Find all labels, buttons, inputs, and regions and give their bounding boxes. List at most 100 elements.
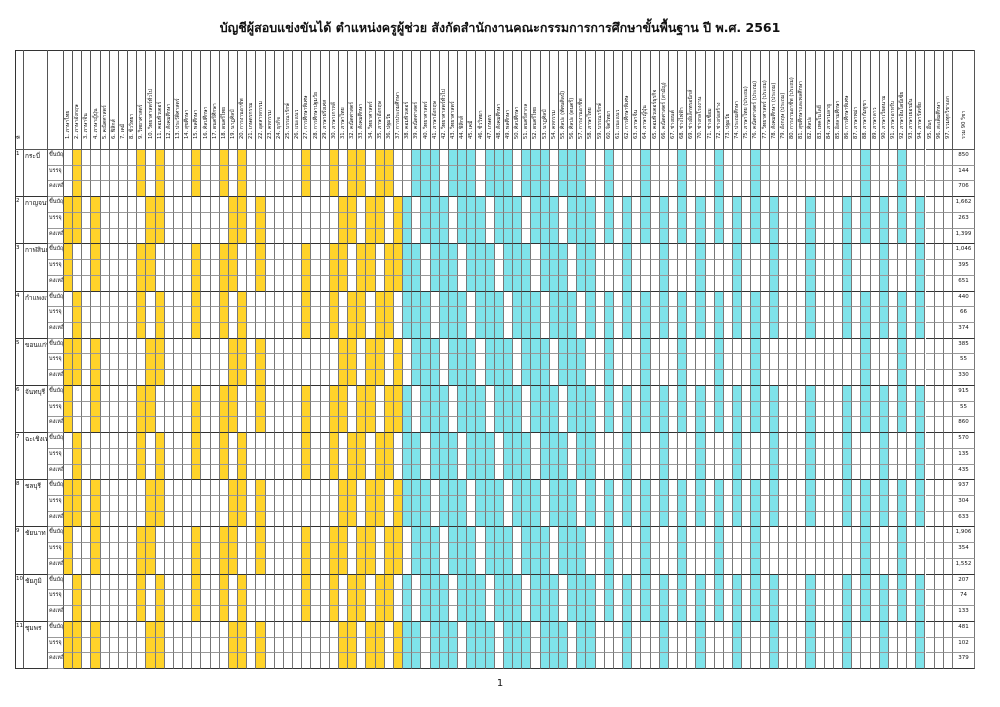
table-cell	[650, 228, 660, 245]
table-cell	[824, 558, 834, 575]
table-cell	[210, 228, 220, 245]
table-cell	[751, 338, 761, 355]
table-cell	[623, 244, 633, 261]
header-subject-text: 29. ภาษาฝรั่งเศส	[321, 99, 328, 139]
table-cell	[733, 307, 743, 323]
table-cell	[916, 464, 926, 481]
table-cell	[760, 228, 770, 245]
table-cell	[870, 165, 880, 182]
table-cell	[888, 150, 898, 166]
table-cell	[448, 181, 459, 198]
header-subject-text: 83. เทคโนโลยี	[816, 105, 823, 139]
table-cell	[439, 354, 449, 371]
table-cell	[329, 323, 339, 339]
table-cell	[238, 433, 248, 449]
table-cell	[898, 307, 908, 323]
table-cell	[320, 275, 330, 292]
table-cell	[91, 275, 101, 292]
table-cell	[861, 150, 871, 166]
table-cell	[549, 212, 559, 229]
table-cell	[439, 181, 449, 198]
table-cell	[109, 260, 119, 276]
table-cell	[778, 291, 789, 308]
table-cell	[173, 338, 184, 355]
table-cell	[778, 417, 789, 434]
row-label: คงเหลือ	[48, 181, 64, 198]
header-subject: 13. ประวัติศาสตร์	[173, 50, 184, 150]
table-cell	[540, 417, 550, 434]
table-cell	[733, 370, 743, 386]
table-cell	[137, 212, 147, 229]
header-subject-text: 6. ฟิสิกส์	[110, 119, 117, 139]
row-label: บรรจุ	[48, 637, 64, 654]
table-cell	[293, 401, 303, 418]
table-cell	[659, 401, 669, 418]
table-cell	[430, 150, 440, 166]
table-cell	[843, 606, 853, 622]
table-cell	[632, 606, 642, 622]
header-subject: 90. ภาษาเวียดนาม	[879, 50, 889, 150]
table-cell	[302, 590, 312, 607]
table-cell	[430, 291, 440, 308]
table-cell	[302, 433, 312, 449]
row-label: ขึ้นบัญชี	[48, 527, 64, 544]
header-subject-text: 93. ภาษาเยอรมัน	[908, 98, 915, 139]
table-cell	[494, 606, 504, 622]
table-cell	[833, 323, 843, 339]
table-cell	[485, 354, 495, 371]
table-cell	[907, 653, 917, 669]
table-cell	[705, 527, 715, 544]
table-cell	[302, 197, 312, 213]
table-cell	[751, 260, 761, 276]
table-cell	[888, 653, 898, 669]
table-cell	[751, 370, 761, 386]
table-cell	[733, 228, 743, 245]
table-cell	[100, 480, 110, 496]
table-cell	[879, 543, 889, 559]
table-cell	[412, 558, 422, 575]
table-cell	[778, 448, 789, 465]
table-cell	[714, 511, 724, 528]
table-cell	[173, 653, 184, 669]
table-cell	[421, 323, 431, 339]
table-cell	[522, 150, 532, 166]
table-cell	[348, 417, 358, 434]
table-cell	[733, 543, 743, 559]
table-cell	[797, 464, 807, 481]
table-cell	[898, 354, 908, 371]
table-cell	[439, 323, 449, 339]
table-cell	[329, 448, 339, 465]
table-cell	[164, 370, 174, 386]
table-cell	[888, 401, 898, 418]
table-cell	[448, 260, 459, 276]
table-cell	[778, 558, 789, 575]
table-cell	[146, 401, 156, 418]
table-cell	[668, 543, 679, 559]
table-cell	[458, 197, 468, 213]
table-cell	[696, 558, 706, 575]
table-cell	[201, 637, 211, 654]
table-cell	[613, 275, 624, 292]
table-cell	[623, 527, 633, 544]
table-cell	[632, 165, 642, 182]
row-total: 263	[953, 212, 975, 229]
table-cell	[247, 496, 257, 512]
table-cell	[696, 590, 706, 607]
table-cell	[824, 653, 834, 669]
table-cell	[586, 354, 596, 371]
table-cell	[760, 212, 770, 229]
table-cell	[64, 385, 74, 402]
table-cell	[943, 165, 953, 182]
table-cell	[687, 275, 697, 292]
table-cell	[228, 653, 239, 669]
table-cell	[366, 480, 376, 496]
header-subject: 40. วิทยาศาสตร์	[421, 50, 431, 150]
table-cell	[283, 480, 294, 496]
table-cell	[577, 527, 587, 544]
table-cell	[164, 448, 174, 465]
table-cell	[852, 260, 862, 276]
table-cell	[852, 480, 862, 496]
table-cell	[943, 197, 953, 213]
table-cell	[733, 496, 743, 512]
table-cell	[549, 448, 559, 465]
